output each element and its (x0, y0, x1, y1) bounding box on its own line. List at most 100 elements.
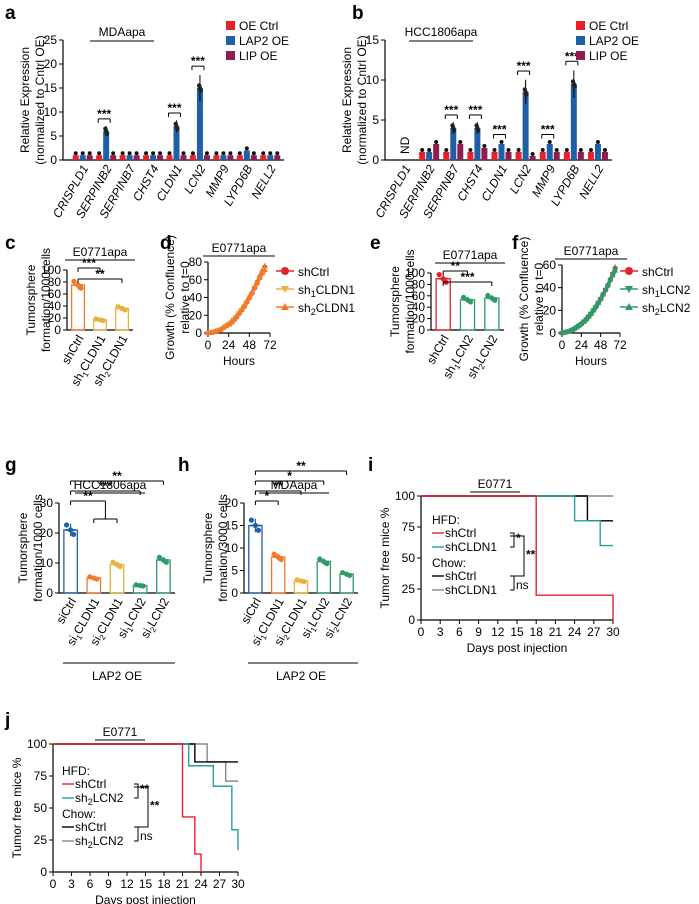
data-point (75, 282, 81, 288)
legend-group-label: Chow: (432, 556, 466, 570)
bar-lap2-oe (103, 131, 110, 160)
significance-label: *** (191, 54, 205, 68)
x-tick-label-main: shCtrl (424, 333, 452, 367)
x-tick-label-sub: 2 (148, 625, 158, 634)
not-detected-label: ND (398, 136, 412, 154)
data-point (110, 559, 116, 565)
group-label: LAP2 OE (92, 669, 142, 683)
y-axis-label-line: formation/1000 cells (31, 494, 45, 601)
legend-group-label: HFD: (432, 513, 460, 527)
y-tick-label: 20 (48, 311, 62, 325)
significance-label: ** (526, 548, 536, 562)
survival-curve (53, 743, 202, 872)
bar-lap2-oe (426, 152, 433, 160)
data-point (602, 286, 609, 292)
y-tick-label: 50 (34, 801, 48, 815)
data-point (564, 148, 569, 152)
y-tick-label: 100 (41, 263, 61, 277)
data-point (225, 321, 232, 327)
series-line (207, 269, 266, 334)
data-point (73, 151, 78, 156)
bar (435, 278, 451, 331)
series-line (561, 270, 616, 334)
x-tick-label: 3 (437, 625, 444, 639)
bar-oe-ctrl (143, 155, 150, 160)
legend-label-sub: 2 (88, 840, 93, 850)
data-point (236, 310, 242, 316)
bar-lip-oe (601, 152, 608, 160)
y-axis-label-line: Growth (% Confluence) (163, 235, 177, 360)
x-tick-label-sub: 2 (332, 625, 342, 634)
data-point (609, 272, 616, 278)
y-axis-label: Tumorsphereformation/1000cells (24, 248, 53, 352)
data-point (524, 92, 529, 97)
bar-lip-oe (133, 155, 140, 160)
data-point (104, 131, 110, 136)
data-point (237, 151, 242, 156)
x-tick-label: NELL2 (248, 162, 279, 201)
y-axis-label: Growth (% Confluence)relative to t=0 (517, 237, 546, 362)
bar-lip-oe (180, 155, 187, 160)
data-point (444, 148, 449, 152)
y-tick-label: 75 (402, 520, 416, 534)
significance-bracket (510, 535, 525, 577)
x-tick-label: 24 (575, 338, 589, 352)
data-point (595, 140, 600, 144)
bar (70, 284, 86, 331)
data-point (64, 522, 70, 528)
data-point (160, 557, 166, 563)
y-axis-label: Tumorsphereformation/1000cells (388, 249, 417, 353)
bar (316, 560, 332, 594)
y-axis-label-line: formation/3000 cells (216, 494, 230, 601)
y-axis-label-line: (normalized to Cntrl OE) (33, 35, 47, 164)
significance-label: ** (83, 489, 93, 503)
legend-label: shCtrl (445, 526, 476, 540)
legend-marker (625, 267, 633, 275)
bar-lap2-oe (570, 84, 577, 160)
significance-label: ** (274, 479, 284, 493)
x-tick-label-sub: 2 (98, 633, 108, 642)
x-tick-label-sub: 2 (477, 362, 487, 371)
x-tick-label: 12 (120, 877, 134, 891)
y-tick-label: 0 (549, 326, 556, 340)
data-point (572, 84, 577, 89)
x-axis-label: Hours (575, 354, 607, 368)
data-point (547, 140, 552, 144)
y-tick-label: 15 (366, 33, 380, 47)
legend-swatch (226, 51, 235, 60)
legend-label-main: sh (642, 283, 655, 297)
y-axis-label-line: Tumorsphere (24, 264, 38, 335)
y-tick-label: 15 (44, 81, 58, 95)
legend-swatch (576, 21, 585, 30)
y-tick-label: 80 (48, 275, 62, 289)
y-tick-label: 20 (412, 312, 426, 326)
legend-marker (281, 286, 289, 293)
y-axis-label-line: Growth (% Confluence) (517, 237, 531, 362)
y-tick-label: 25 (402, 582, 416, 596)
bar-oe-ctrl (491, 152, 498, 160)
x-tick-label: 9 (475, 625, 482, 639)
data-point (440, 276, 446, 282)
legend-group-label: HFD: (62, 764, 90, 778)
data-point (261, 266, 268, 272)
y-tick-label: 60 (48, 287, 62, 301)
data-point (585, 313, 592, 319)
legend-swatch (226, 36, 235, 45)
y-tick-label: 40 (543, 281, 557, 295)
bar-lap2-oe (498, 144, 505, 160)
bar-oe-ctrl (166, 155, 173, 160)
data-point (489, 295, 495, 301)
y-tick-label: 0 (418, 323, 425, 337)
data-point (607, 276, 614, 282)
bar-lap2-oe (79, 155, 86, 160)
y-axis-label-line: Tumorsphere (201, 512, 215, 583)
x-tick-label: 12 (491, 625, 505, 639)
bar-oe-ctrl (119, 155, 126, 160)
bar-lip-oe (274, 155, 281, 160)
significance-bracket (134, 786, 149, 828)
bar-lip-oe (433, 144, 440, 160)
x-axis-label: Days post injection (467, 641, 568, 655)
legend-label: shCtrl (298, 265, 329, 279)
significance-label: ** (150, 799, 160, 813)
